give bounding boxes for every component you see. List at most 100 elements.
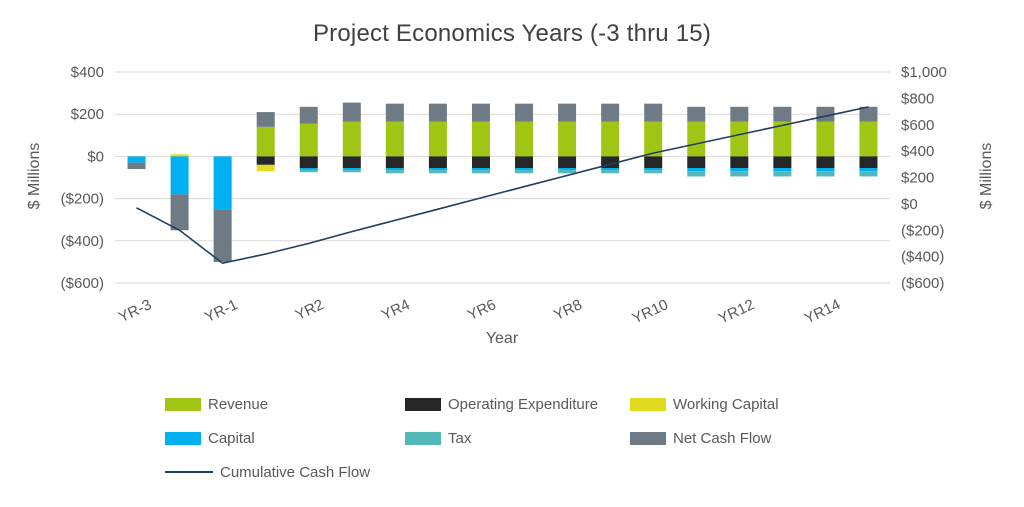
x-axis-tick-label: YR6 [465, 296, 499, 324]
legend-label-working-capital: Working Capital [673, 395, 779, 413]
x-axis-tick-label: YR8 [551, 296, 585, 324]
bar-segment-net-cash-flow [558, 103, 577, 122]
legend-label-tax: Tax [448, 429, 472, 447]
chart-title: Project Economics Years (-3 thru 15) [312, 20, 712, 47]
bar-segment-net-cash-flow [256, 112, 275, 127]
legend-item-tax: Tax [405, 430, 630, 447]
bar-segment-working-capital [170, 154, 189, 157]
bar-segment-capital [170, 156, 189, 195]
bar-segment-capital [127, 156, 146, 163]
bar-segment-net-cash-flow [299, 106, 318, 124]
bar-segment-tax [773, 171, 792, 177]
legend-item-net-cash-flow: Net Cash Flow [630, 430, 771, 447]
bar-segment-tax [558, 170, 577, 174]
bar-segment-revenue [342, 121, 361, 157]
bar-segment-capital [601, 168, 620, 171]
x-axis-tick-label: YR10 [630, 296, 671, 327]
legend-item-cumulative-cash-flow: Cumulative Cash Flow [165, 464, 405, 481]
bar-segment-operating-expenditure [601, 156, 620, 169]
bar-segment-revenue [730, 121, 749, 157]
bar-segment-operating-expenditure [859, 156, 878, 169]
bar-segment-capital [299, 168, 318, 171]
bar-segment-revenue [816, 121, 835, 157]
bar-segment-revenue [385, 121, 404, 157]
bar-segment-net-cash-flow [342, 102, 361, 122]
bar-segment-capital [428, 168, 447, 171]
capital-swatch [165, 431, 201, 445]
bar-segment-operating-expenditure [471, 156, 490, 169]
bar-segment-tax [687, 171, 706, 177]
left-axis-tick-label: ($600) [61, 275, 104, 292]
legend-label-operating-expenditure: Operating Expenditure [448, 395, 599, 413]
bar-segment-revenue [773, 121, 792, 157]
bar-segment-net-cash-flow [601, 103, 620, 122]
bar-segment-net-cash-flow [773, 106, 792, 122]
bar-segment-revenue [859, 121, 878, 157]
tax-swatch [405, 431, 441, 445]
bar-segment-capital [515, 168, 534, 171]
bar-segment-net-cash-flow [213, 209, 232, 262]
bar-segment-revenue [515, 121, 534, 157]
bar-segment-operating-expenditure [644, 156, 663, 169]
bar-segment-capital [644, 168, 663, 171]
bar-segment-net-cash-flow [644, 103, 663, 122]
bar-segment-operating-expenditure [515, 156, 534, 169]
right-axis-tick-label: ($600) [901, 275, 944, 292]
bar-segment-tax [299, 170, 318, 173]
bar-segment-capital [687, 168, 706, 172]
bar-segment-operating-expenditure [385, 156, 404, 169]
legend: Revenue Operating Expenditure Working Ca… [165, 387, 905, 489]
bar-segment-tax [601, 170, 620, 174]
bar-segment-net-cash-flow [127, 162, 146, 170]
left-axis-tick-label: ($200) [61, 191, 104, 208]
bar-segment-net-cash-flow [515, 103, 534, 122]
right-axis-tick-label: ($200) [901, 222, 944, 239]
bar-segment-operating-expenditure [428, 156, 447, 169]
bar-segment-revenue [558, 121, 577, 157]
bar-segment-tax [730, 171, 749, 177]
x-axis-tick-label: YR12 [716, 296, 757, 327]
bar-segment-revenue [299, 123, 318, 157]
bar-segment-net-cash-flow [730, 106, 749, 122]
bar-segment-tax [515, 170, 534, 174]
chart-plot: $400 $200 $0 ($200) ($400) ($600) $1,000 $800 $6… [61, 64, 947, 327]
left-axis-tick-label: $200 [71, 106, 104, 123]
bar-segment-capital [558, 168, 577, 171]
bar-segment-working-capital [256, 164, 275, 172]
right-axis-tick-label: $1,000 [901, 64, 947, 81]
bar-segment-operating-expenditure [558, 156, 577, 169]
legend-row: Capital Tax Net Cash Flow [165, 421, 905, 455]
right-axis-tick-label: $800 [901, 90, 934, 107]
bar-segment-net-cash-flow [428, 103, 447, 122]
legend-label-capital: Capital [208, 429, 255, 447]
bar-segment-revenue [471, 121, 490, 157]
bar-segment-operating-expenditure [256, 156, 275, 165]
bar-segment-net-cash-flow [471, 103, 490, 122]
left-axis-tick-label: $400 [71, 64, 104, 81]
bar-segment-revenue [644, 121, 663, 157]
bar-segment-tax [816, 171, 835, 177]
bar-segment-net-cash-flow [859, 106, 878, 122]
legend-row: Revenue Operating Expenditure Working Ca… [165, 387, 905, 421]
x-axis-tick-label: YR14 [802, 296, 843, 327]
legend-item-capital: Capital [165, 430, 405, 447]
left-axis-tick-label: $0 [87, 148, 104, 165]
bar-segment-tax [428, 170, 447, 174]
x-axis-tick-label: YR-3 [116, 296, 154, 326]
bar-segment-tax [471, 170, 490, 174]
bar-segment-tax [644, 170, 663, 174]
legend-label-cumulative-cash-flow: Cumulative Cash Flow [220, 463, 371, 481]
bar-segment-capital [816, 168, 835, 172]
operating-expenditure-swatch [405, 397, 441, 411]
right-axis-tick-label: $400 [901, 143, 934, 160]
left-axis-tick-label: ($400) [61, 233, 104, 250]
bar-segment-revenue [687, 121, 706, 157]
x-axis-tick-label: YR2 [293, 296, 327, 324]
bar-segment-revenue [601, 121, 620, 157]
cumulative-cash-flow-line [136, 106, 869, 265]
legend-item-operating-expenditure: Operating Expenditure [405, 396, 630, 413]
bar-segment-capital [385, 168, 404, 171]
right-axis-tick-label: $200 [901, 170, 934, 187]
bar-segment-tax [859, 171, 878, 177]
